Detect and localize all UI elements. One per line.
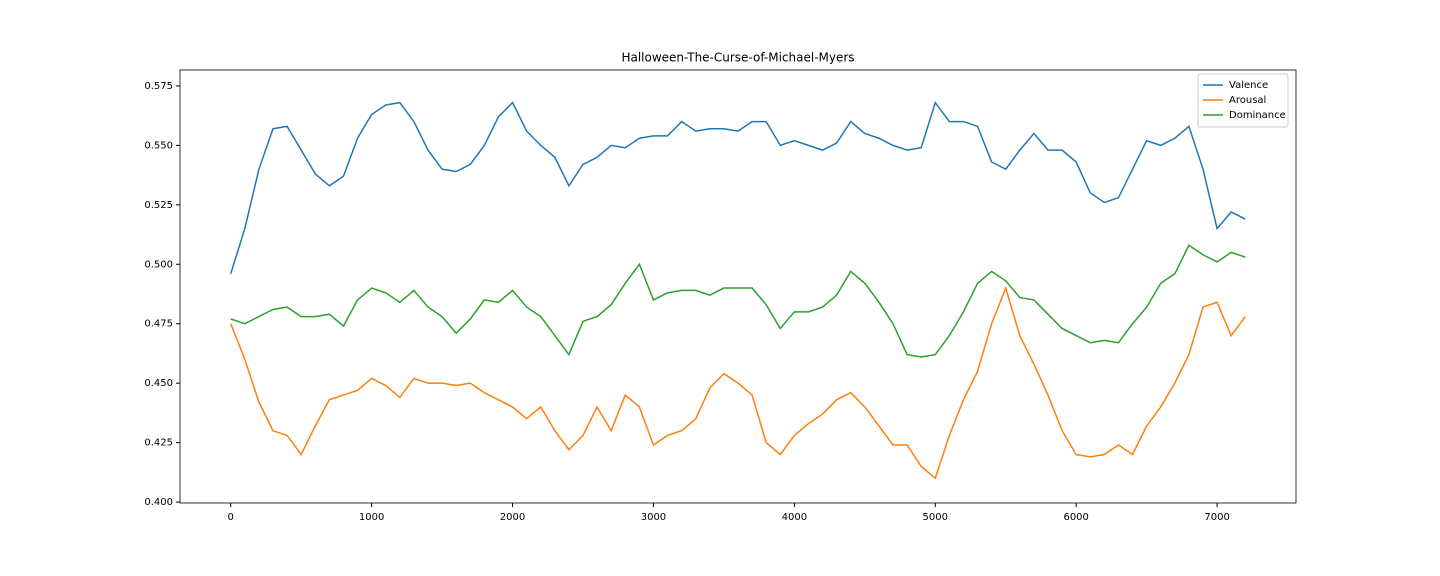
legend-label: Arousal bbox=[1229, 95, 1266, 106]
series-line bbox=[230, 100, 1246, 275]
y-tick-label: 0.575 bbox=[144, 81, 173, 92]
x-tick-label: 7000 bbox=[1204, 512, 1229, 523]
x-tick-label: 3000 bbox=[641, 512, 666, 523]
y-tick-label: 0.425 bbox=[144, 438, 173, 449]
legend-label: Valence bbox=[1229, 80, 1268, 91]
series-line bbox=[230, 285, 1246, 480]
y-tick-label: 0.450 bbox=[144, 378, 173, 389]
x-tick-label: 6000 bbox=[1063, 512, 1088, 523]
y-tick-label: 0.525 bbox=[144, 200, 173, 211]
y-tick-label: 0.400 bbox=[144, 497, 173, 508]
plot-frame bbox=[179, 69, 1297, 504]
x-tick-label: 4000 bbox=[782, 512, 807, 523]
legend-label: Dominance bbox=[1229, 110, 1286, 121]
y-tick-label: 0.475 bbox=[144, 319, 173, 330]
y-tick-label: 0.550 bbox=[144, 140, 173, 151]
series-line bbox=[230, 244, 1246, 358]
x-tick-label: 1000 bbox=[359, 512, 384, 523]
x-tick-label: 5000 bbox=[923, 512, 948, 523]
x-tick-label: 2000 bbox=[500, 512, 525, 523]
x-tick-label: 0 bbox=[228, 512, 234, 523]
legend-box bbox=[1197, 73, 1289, 128]
y-tick-label: 0.500 bbox=[144, 259, 173, 270]
chart-title: Halloween-The-Curse-of-Michael-Myers bbox=[621, 51, 854, 65]
